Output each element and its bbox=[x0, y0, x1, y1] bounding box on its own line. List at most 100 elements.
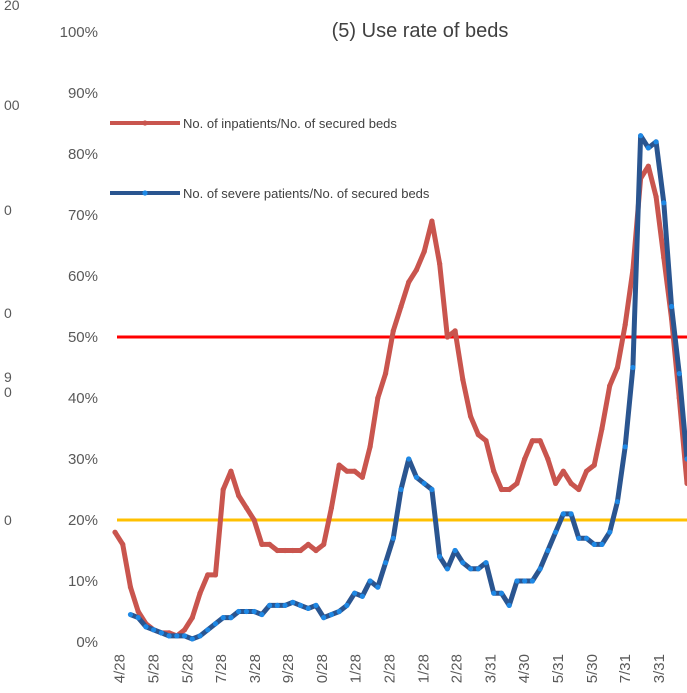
point bbox=[437, 554, 443, 560]
y-tick-label: 50% bbox=[68, 329, 98, 346]
point bbox=[297, 547, 304, 554]
y-tick-label: 60% bbox=[68, 268, 98, 285]
x-tick-label: 9/28 bbox=[280, 654, 297, 683]
point bbox=[421, 249, 427, 255]
point bbox=[228, 468, 234, 474]
point bbox=[421, 480, 427, 486]
point bbox=[552, 480, 559, 486]
point bbox=[266, 602, 273, 609]
point bbox=[352, 590, 358, 596]
point bbox=[506, 602, 512, 609]
point bbox=[668, 303, 675, 310]
point bbox=[552, 529, 559, 535]
point bbox=[491, 468, 497, 474]
point bbox=[158, 630, 164, 636]
point bbox=[545, 456, 551, 462]
point bbox=[398, 486, 404, 493]
point bbox=[568, 511, 574, 517]
x-tick-label: 4/30 bbox=[516, 654, 533, 683]
y-tick-label: 30% bbox=[68, 451, 98, 468]
legend-label: No. of inpatients/No. of secured beds bbox=[183, 116, 397, 131]
point bbox=[467, 413, 474, 419]
point bbox=[491, 590, 497, 596]
point bbox=[359, 593, 365, 599]
point bbox=[406, 456, 412, 462]
x-tick-label: 5/31 bbox=[550, 654, 567, 683]
point bbox=[112, 529, 118, 535]
point bbox=[568, 480, 574, 486]
point bbox=[328, 611, 335, 618]
y-tick-label: 0% bbox=[76, 634, 98, 651]
point bbox=[305, 605, 311, 612]
point bbox=[522, 578, 528, 584]
point bbox=[243, 505, 250, 511]
x-tick-label: 2/28 bbox=[449, 654, 466, 683]
point bbox=[367, 578, 373, 584]
point bbox=[591, 541, 597, 548]
point bbox=[475, 432, 481, 438]
point bbox=[645, 145, 651, 151]
point bbox=[560, 468, 566, 474]
axis-fragment: 20 bbox=[4, 0, 20, 13]
point bbox=[181, 627, 188, 633]
point bbox=[429, 486, 435, 493]
axis-fragment: 00 bbox=[4, 97, 20, 113]
point bbox=[359, 474, 365, 480]
point bbox=[522, 456, 528, 462]
point bbox=[259, 611, 265, 618]
point bbox=[475, 566, 481, 572]
point bbox=[514, 480, 520, 486]
point bbox=[135, 608, 141, 615]
point bbox=[127, 611, 134, 618]
point bbox=[653, 194, 659, 200]
point bbox=[607, 383, 613, 389]
point bbox=[220, 615, 226, 621]
point bbox=[297, 602, 304, 609]
point bbox=[514, 578, 520, 584]
point bbox=[576, 535, 582, 541]
point bbox=[452, 547, 458, 554]
x-tick-label: 5/28 bbox=[146, 654, 163, 683]
point bbox=[390, 328, 396, 334]
point bbox=[135, 615, 141, 621]
point bbox=[181, 633, 188, 639]
point bbox=[390, 535, 396, 541]
axis-fragment: 9 bbox=[4, 369, 12, 385]
x-tick-label: 1/28 bbox=[347, 654, 364, 683]
point bbox=[375, 395, 381, 401]
point bbox=[498, 590, 505, 596]
x-tick-label: 7/31 bbox=[617, 654, 634, 683]
point bbox=[305, 541, 311, 548]
point bbox=[367, 444, 373, 450]
point bbox=[599, 425, 605, 432]
point bbox=[166, 633, 172, 639]
point bbox=[413, 267, 420, 273]
point bbox=[444, 334, 450, 340]
x-tick-label: 0/28 bbox=[314, 654, 331, 683]
x-tick-label: 4/28 bbox=[112, 654, 129, 683]
point bbox=[313, 602, 319, 609]
point bbox=[205, 627, 211, 633]
point bbox=[684, 480, 687, 486]
y-tick-label: 80% bbox=[68, 146, 98, 163]
point bbox=[328, 505, 335, 511]
axis-fragment: 0 bbox=[4, 384, 12, 400]
legend-marker bbox=[142, 120, 148, 126]
point bbox=[653, 139, 659, 145]
point bbox=[506, 486, 512, 493]
point bbox=[483, 560, 489, 566]
axis-fragment: 0 bbox=[4, 202, 12, 218]
point bbox=[591, 462, 597, 468]
y-tick-label: 40% bbox=[68, 390, 98, 407]
point bbox=[483, 438, 489, 444]
point bbox=[352, 468, 358, 474]
point bbox=[614, 364, 621, 371]
point bbox=[197, 633, 203, 639]
point bbox=[576, 486, 582, 493]
point bbox=[259, 541, 265, 548]
x-tick-label: 1/28 bbox=[415, 654, 432, 683]
point bbox=[236, 608, 242, 615]
point bbox=[266, 541, 273, 548]
point bbox=[120, 541, 126, 548]
